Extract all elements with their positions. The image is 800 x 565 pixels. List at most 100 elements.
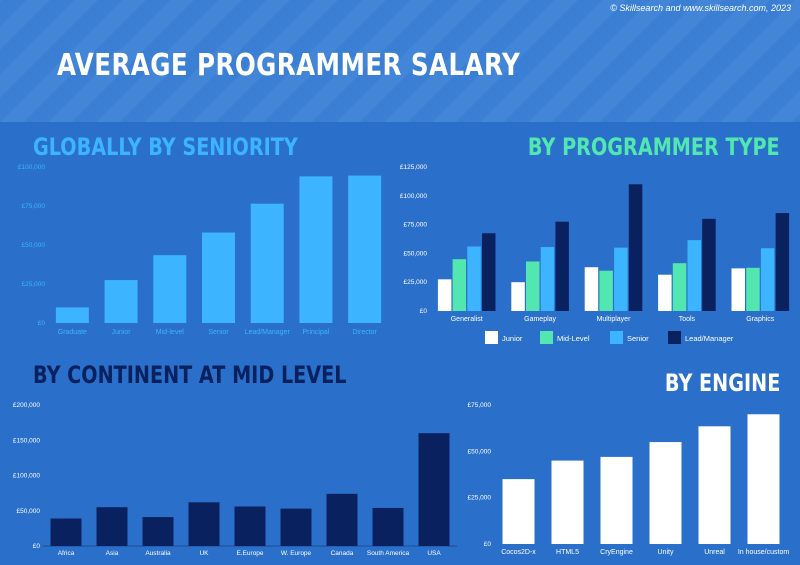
continent-category-label: Asia [106, 550, 119, 557]
header-stripe [192, 0, 338, 122]
seniority-ytick: £75,000 [22, 203, 46, 210]
type-chart-title: BY PROGRAMMER TYPE [528, 133, 780, 161]
header-stripe [0, 0, 50, 50]
type-bar [467, 246, 481, 311]
header-stripe [720, 42, 800, 122]
type-category-label: Generalist [451, 316, 483, 323]
continent-category-label: UK [199, 550, 209, 557]
type-bar [746, 267, 760, 311]
engine-bar [600, 456, 633, 544]
stripe-pattern [0, 0, 800, 122]
header-stripe [0, 0, 98, 98]
header-band [0, 0, 800, 122]
type-category-label: Gameplay [524, 316, 556, 323]
type-legend-label: Mid-Level [557, 334, 590, 343]
engine-category-label: Unity [658, 549, 674, 556]
header-stripe [144, 0, 290, 122]
header-stripe [288, 0, 434, 122]
continent-bar [96, 507, 128, 546]
type-bar [511, 282, 525, 311]
header-stripe [768, 90, 800, 122]
header-stripe [384, 0, 530, 122]
type-ytick: £75,000 [404, 222, 428, 229]
seniority-category-label: Senior [208, 329, 229, 336]
header-stripe [336, 0, 482, 122]
continent-category-label: Canada [331, 550, 354, 557]
seniority-bar [348, 175, 382, 323]
type-bar [599, 270, 613, 311]
engine-ytick: £0 [484, 541, 492, 548]
seniority-bar [55, 307, 89, 323]
seniority-bar [153, 255, 187, 323]
seniority-category-label: Lead/Manager [245, 329, 291, 336]
seniority-bar [202, 232, 235, 323]
type-bar [482, 233, 496, 311]
type-legend-label: Senior [627, 334, 649, 343]
continent-bar [280, 508, 312, 546]
header-stripe [672, 0, 800, 122]
type-bar [628, 184, 643, 311]
type-bar [760, 248, 775, 311]
type-ytick: £25,000 [404, 279, 428, 286]
type-legend-swatch [540, 331, 553, 344]
type-ytick: £125,000 [400, 164, 427, 171]
seniority-ytick: £50,000 [22, 242, 46, 249]
engine-chart-title: BY ENGINE [664, 369, 780, 397]
engine-category-label: HTML5 [556, 549, 579, 556]
type-ytick: £50,000 [404, 250, 428, 257]
type-bar [584, 267, 599, 311]
type-legend-swatch [668, 331, 681, 344]
seniority-category-label: Mid-level [156, 329, 184, 336]
continent-category-label: Australia [145, 550, 171, 557]
engine-category-label: Unreal [704, 549, 725, 556]
header-stripe [240, 0, 386, 122]
continent-bar [50, 518, 82, 546]
header-stripe [480, 0, 626, 122]
type-legend-swatch [485, 331, 498, 344]
continent-category-label: W. Europe [281, 550, 312, 557]
header-stripe [0, 0, 146, 122]
engine-ytick: £50,000 [468, 448, 492, 455]
engine-category-label: Cocos2D-x [501, 549, 536, 556]
seniority-ytick: £100,000 [18, 164, 45, 171]
type-bar [687, 240, 701, 311]
engine-bar [551, 460, 584, 544]
engine-bar [502, 479, 535, 544]
header-stripe [576, 0, 722, 122]
continent-bar [234, 506, 266, 546]
type-category-label: Graphics [746, 316, 775, 323]
continent-ytick: £100,000 [13, 473, 40, 480]
continent-ytick: £150,000 [13, 437, 40, 444]
engine-bar [649, 442, 682, 544]
type-bar [731, 268, 745, 311]
continent-bar [326, 493, 358, 546]
type-bar [540, 247, 555, 311]
type-bar [614, 247, 628, 311]
type-category-label: Multiplayer [597, 316, 632, 323]
engine-ytick: £25,000 [468, 495, 492, 502]
continent-ytick: £200,000 [13, 402, 40, 409]
continent-bar [142, 517, 174, 546]
type-bar [672, 263, 687, 311]
engine-category-label: In house/custom [738, 549, 790, 556]
engine-bar [698, 426, 731, 544]
continent-category-label: E.Europe [236, 550, 263, 557]
copyright-notice: © Skillsearch and www.skillsearch.com, 2… [610, 3, 791, 13]
seniority-bar [250, 203, 284, 323]
engine-bar [747, 414, 780, 544]
seniority-bar [104, 280, 138, 323]
type-bar [526, 261, 540, 311]
header-stripe [528, 0, 674, 122]
continent-chart-title: BY CONTINENT AT MID LEVEL [33, 361, 347, 389]
type-legend-label: Junior [502, 334, 523, 343]
type-bar [555, 221, 569, 311]
engine-ytick: £75,000 [468, 402, 492, 409]
type-ytick: £0 [420, 308, 428, 315]
seniority-category-label: Junior [112, 329, 132, 336]
continent-bar [372, 507, 404, 546]
type-bar [775, 213, 790, 311]
header-stripe [432, 0, 578, 122]
type-bar [702, 218, 716, 311]
